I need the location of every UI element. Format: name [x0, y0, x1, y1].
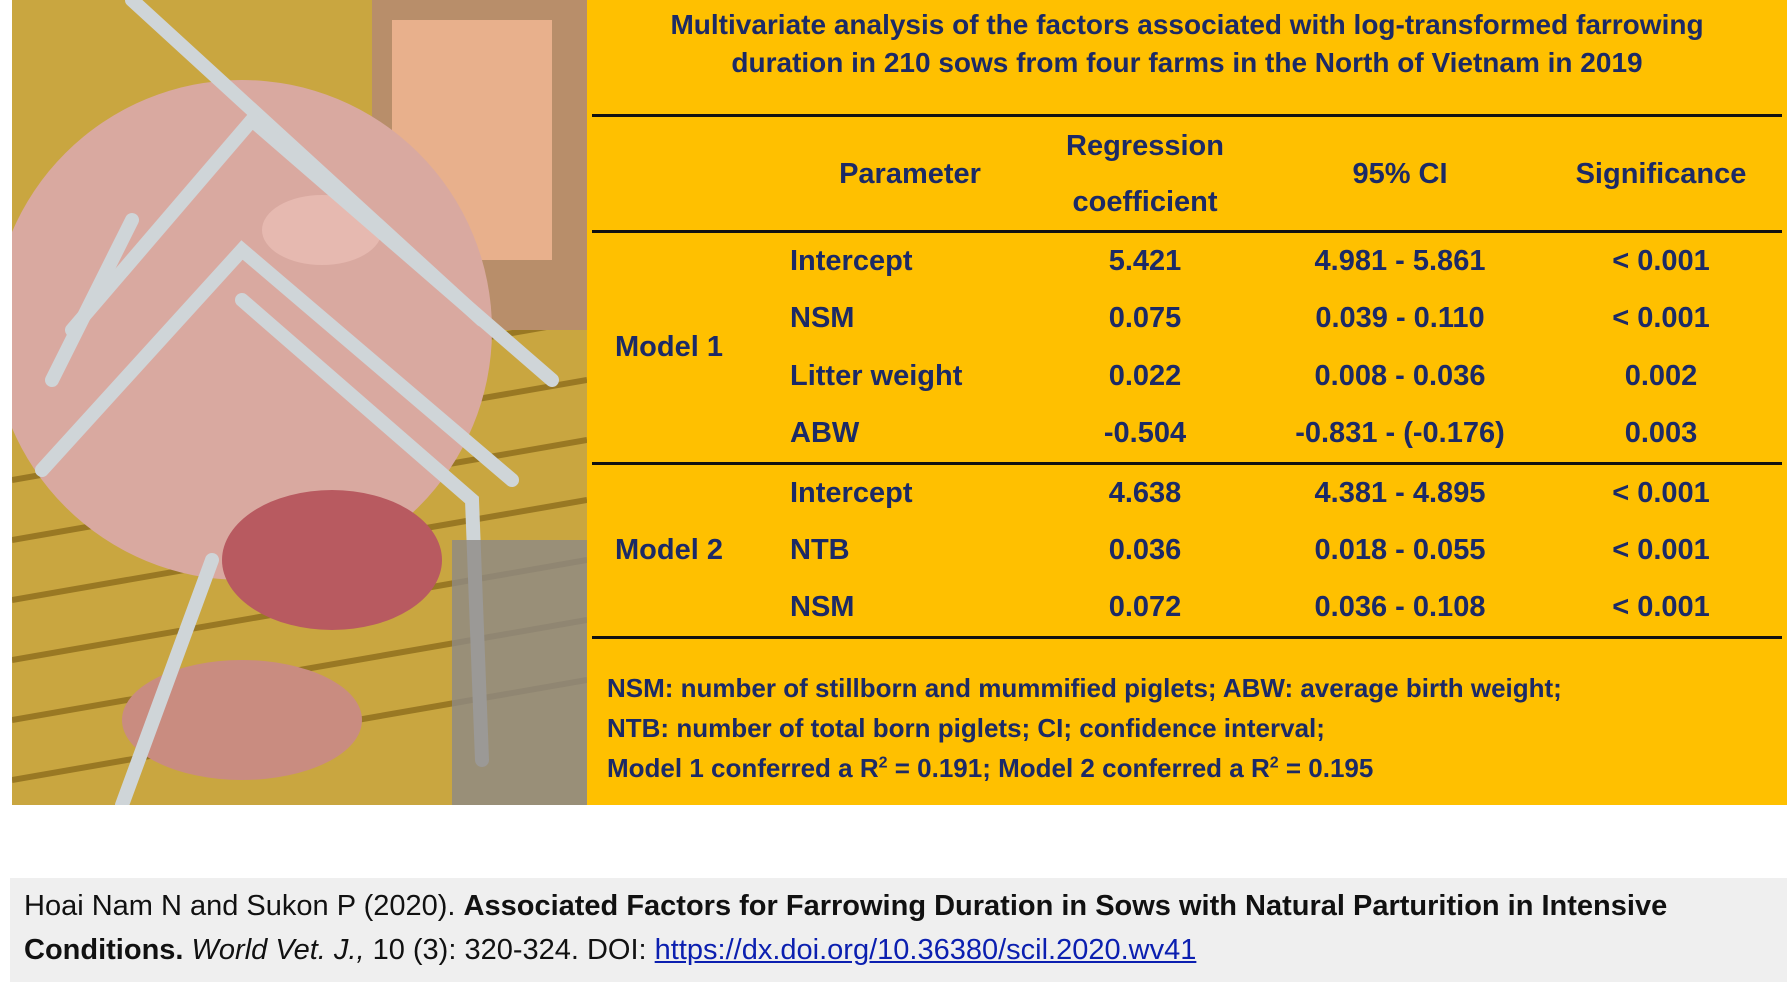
- table-header: Parameter Regression coefficient 95% CI S…: [592, 115, 1782, 232]
- table-cell: NSM: [790, 302, 855, 334]
- table-cell: < 0.001: [1612, 302, 1710, 334]
- title: Multivariate analysis of the factors ass…: [587, 6, 1787, 82]
- footnote-text: 2: [1269, 754, 1279, 772]
- table-cell: 0.039 - 0.110: [1315, 302, 1485, 334]
- header-row: Parameter Regression coefficient 95% CI S…: [592, 115, 1782, 232]
- table-cell: 0.036: [1108, 534, 1182, 566]
- table-cell: 0.008 - 0.036: [1314, 360, 1486, 392]
- model-group: Model 1 Intercept 5.421 4.981 - 5.861 < 0.00…: [592, 232, 1782, 464]
- model-label: Model 1: [615, 331, 723, 363]
- table-cell: < 0.001: [1612, 591, 1710, 624]
- table-cell: Litter weight: [790, 360, 963, 392]
- table-panel: Multivariate analysis of the factors ass…: [587, 0, 1787, 805]
- footnote-text: 2: [878, 754, 888, 772]
- header-cell: Significance: [1575, 157, 1747, 190]
- table-cell: 0.018 - 0.055: [1314, 534, 1486, 566]
- results-table: Parameter Regression coefficient 95% CI S…: [592, 114, 1782, 639]
- table-row: Model 1 Intercept 5.421 4.981 - 5.861 < 0.00…: [592, 232, 1782, 363]
- table-cell: NSM: [790, 591, 855, 624]
- table-cell: 5.421: [1108, 244, 1182, 277]
- table-row: NSM 0.075 0.039 - 0.110 < 0.001: [592, 290, 1782, 348]
- footnote-text: NTB: number of total born piglets; CI; c…: [607, 713, 1325, 743]
- citation-details: 10 (3): 320-324. DOI:: [372, 934, 647, 966]
- table-cell: -0.831 - (-0.176): [1295, 417, 1505, 450]
- footnote-line: NTB: number of total born piglets; CI; c…: [607, 708, 1562, 748]
- table-row: NTB 0.036 0.018 - 0.055 < 0.001: [592, 522, 1782, 580]
- table-cell: < 0.001: [1612, 244, 1710, 277]
- footnote-text: = 0.195: [1278, 753, 1374, 783]
- footnote-line: NSM: number of stillborn and mummified p…: [607, 668, 1562, 708]
- table-cell: 0.075: [1108, 302, 1182, 334]
- table-cell: 0.022: [1108, 360, 1182, 392]
- header-cell: [592, 116, 790, 232]
- table-cell: 0.036 - 0.108: [1314, 591, 1486, 624]
- header-cell: 95% CI: [1352, 157, 1448, 190]
- table-cell: -0.504: [1103, 417, 1187, 450]
- table-cell: 4.381 - 4.895: [1314, 476, 1486, 509]
- title-line: Multivariate analysis of the factors ass…: [670, 9, 1704, 40]
- table-cell: < 0.001: [1612, 476, 1710, 509]
- citation-title: Associated Factors for Farrowing Duratio…: [24, 890, 1668, 966]
- footnote-text: NSM: number of stillborn and mummified p…: [607, 673, 1562, 703]
- footnote-line: Model 1 conferred a R2 = 0.191; Model 2 …: [607, 748, 1562, 788]
- photo: [12, 0, 587, 805]
- table-cell: 0.002: [1624, 360, 1698, 392]
- header-cell: Regression coefficient: [1030, 116, 1260, 232]
- table-row: Model 2 Intercept 4.638 4.381 - 4.895 < 0.00…: [592, 464, 1782, 566]
- model-group: Model 2 Intercept 4.638 4.381 - 4.895 < 0.00…: [592, 464, 1782, 638]
- table-cell: < 0.001: [1612, 534, 1710, 566]
- citation: Hoai Nam N and Sukon P (2020). Associate…: [10, 878, 1787, 982]
- table-row: ABW -0.504 -0.831 - (-0.176) 0.003: [592, 406, 1782, 464]
- table-cell: Intercept: [790, 476, 913, 509]
- table-cell: 4.981 - 5.861: [1314, 244, 1486, 277]
- title-line: duration in 210 sows from four farms in …: [731, 47, 1643, 78]
- table-cell: ABW: [790, 417, 860, 450]
- table-cell: Intercept: [790, 244, 913, 277]
- footnote-text: = 0.191; Model 2 conferred a R: [887, 753, 1270, 783]
- table-cell: NTB: [790, 534, 850, 566]
- footnotes: NSM: number of stillborn and mummified p…: [607, 668, 1562, 788]
- citation-link[interactable]: https://dx.doi.org/10.36380/scil.2020.wv…: [654, 934, 1197, 966]
- header-line: coefficient: [1072, 185, 1218, 218]
- table-row: Litter weight 0.022 0.008 - 0.036 0.002: [592, 348, 1782, 406]
- model-label: Model 2: [615, 534, 723, 566]
- table-row: NSM 0.072 0.036 - 0.108 < 0.001: [592, 580, 1782, 638]
- table-cell: 0.003: [1624, 417, 1698, 450]
- table-cell: 0.072: [1108, 591, 1182, 624]
- citation-journal: World Vet. J.,: [191, 934, 365, 966]
- header-line: Regression: [1066, 129, 1224, 162]
- header-cell: Parameter: [839, 157, 981, 190]
- footnote-text: Model 1 conferred a R: [607, 753, 879, 783]
- table-cell: 4.638: [1108, 476, 1182, 509]
- citation-authors: Hoai Nam N and Sukon P (2020).: [24, 890, 456, 922]
